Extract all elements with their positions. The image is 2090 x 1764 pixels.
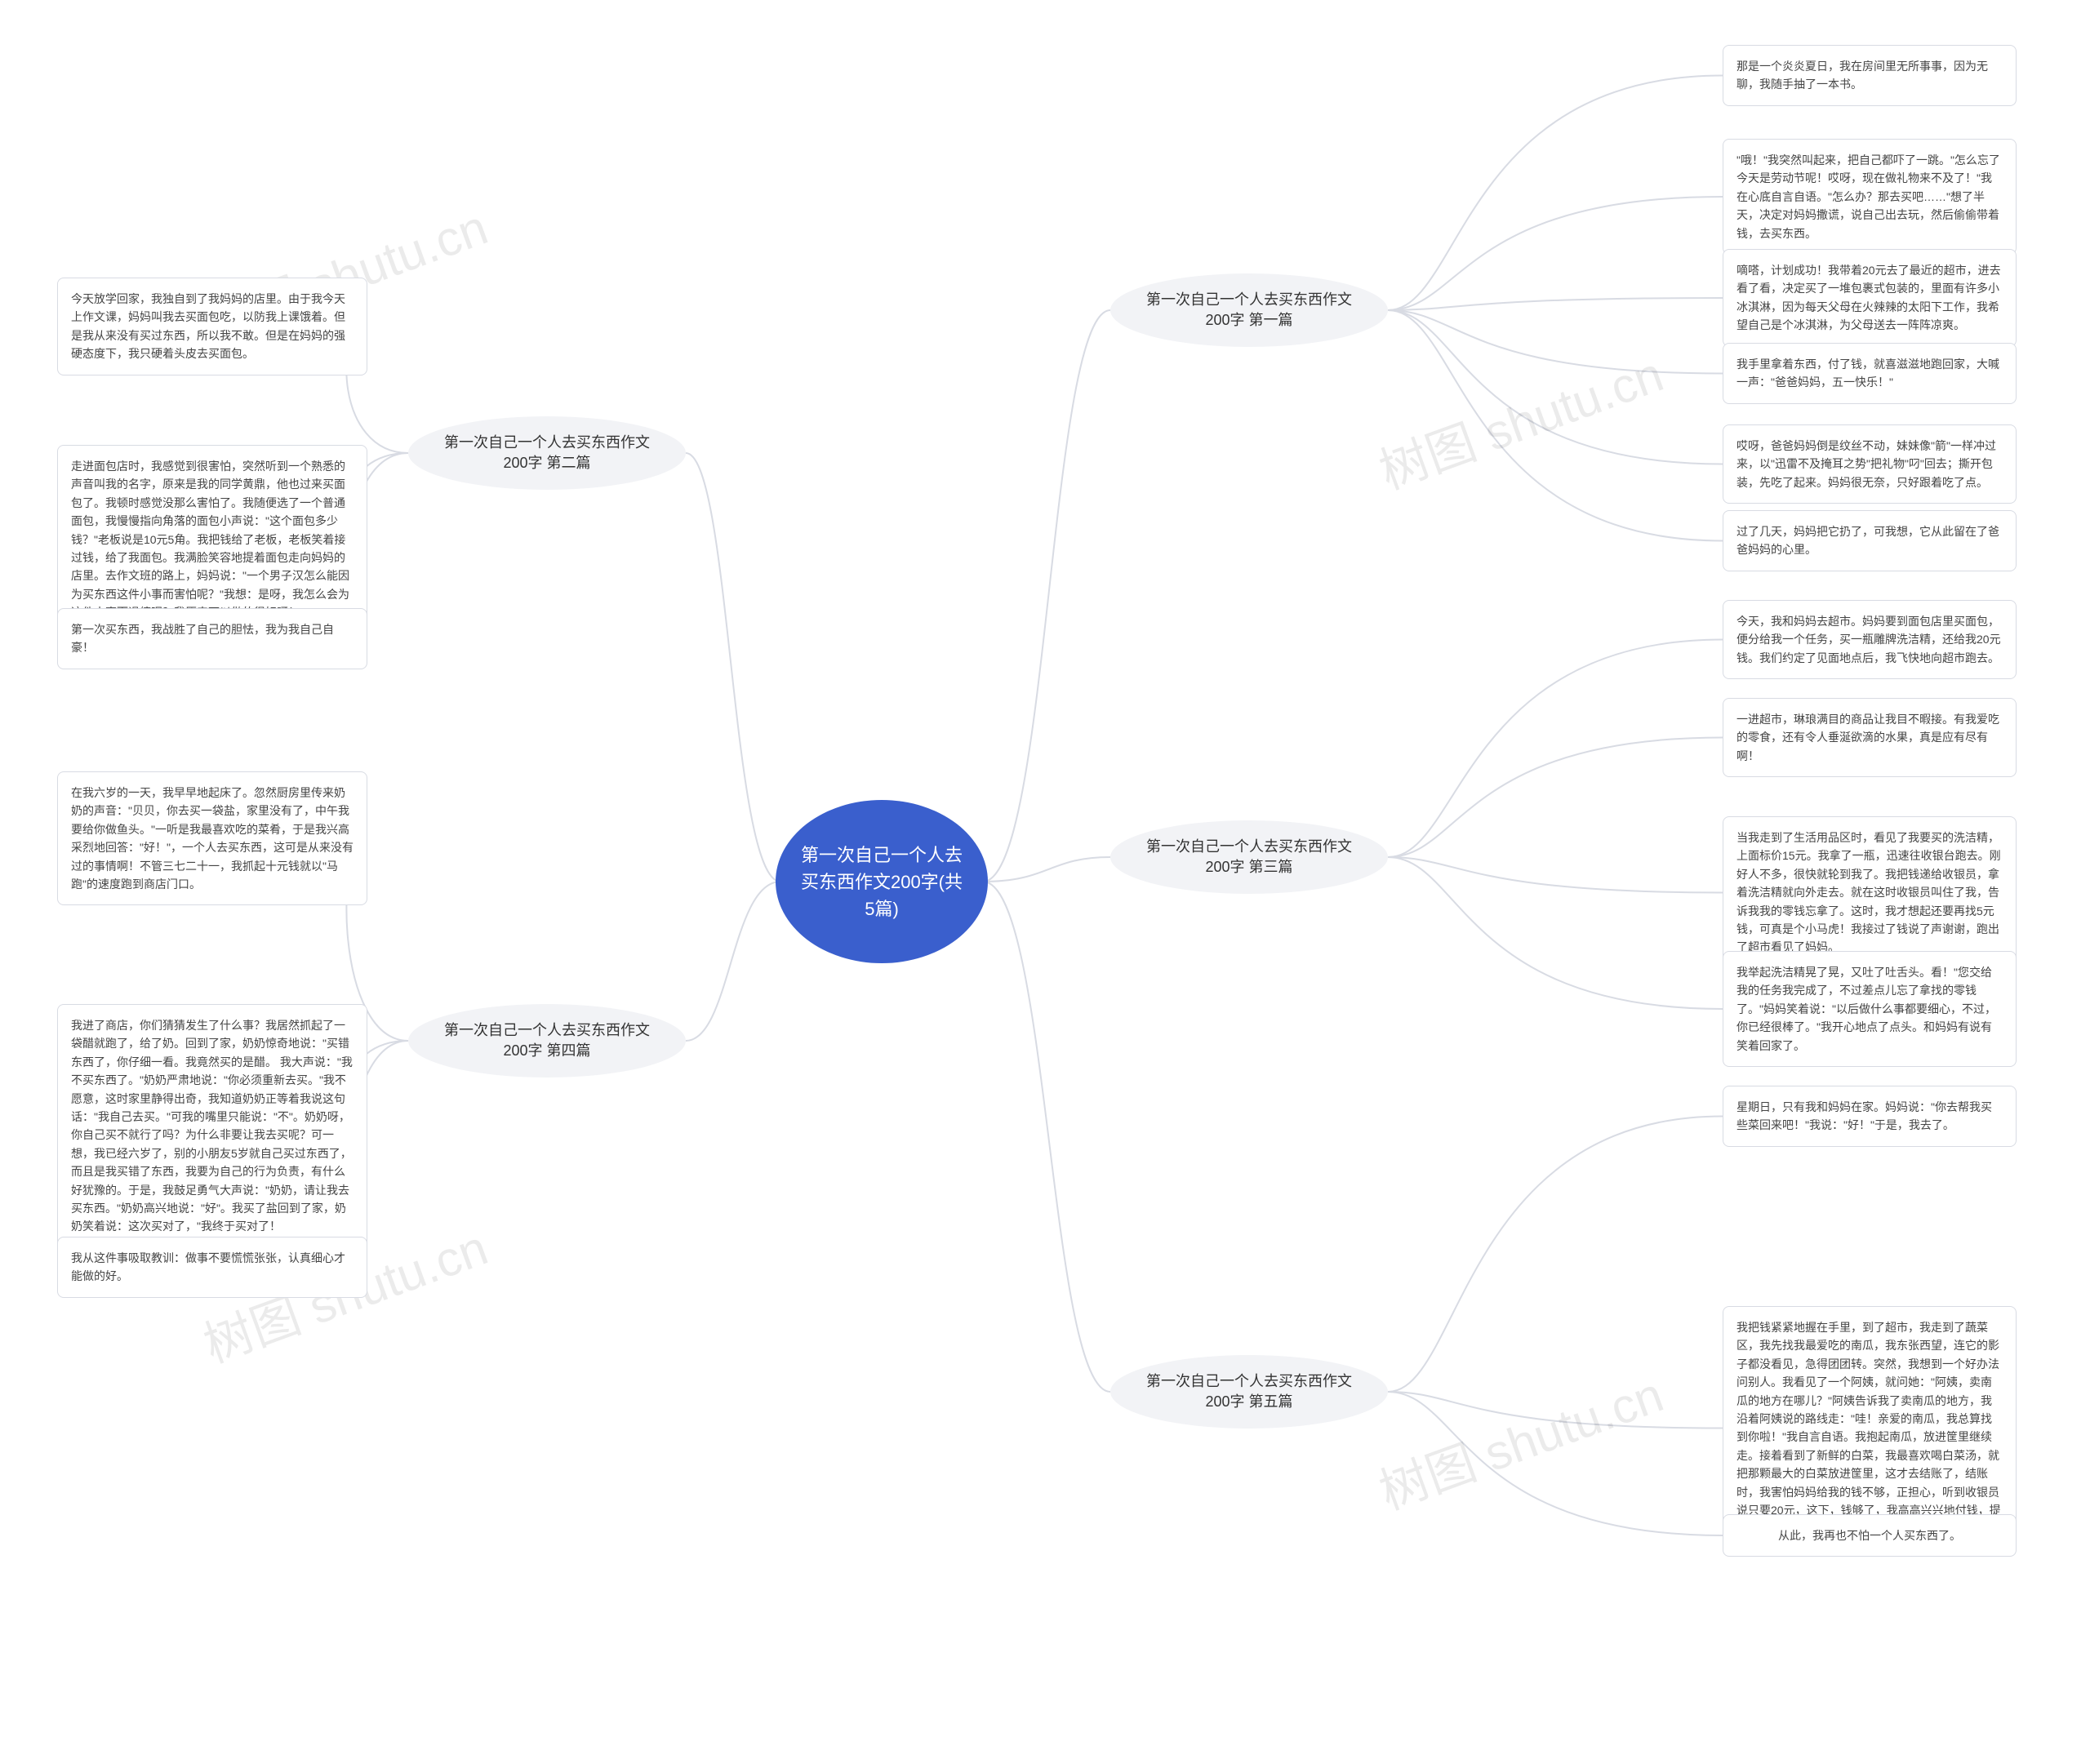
- center-node: 第一次自己一个人去买东西作文200字(共5篇): [776, 800, 988, 963]
- leaf-r-0-0: 那是一个炎炎夏日，我在房间里无所事事，因为无聊，我随手抽了一本书。: [1723, 45, 2017, 106]
- watermark-3: 树图 shutu.cn: [1368, 1355, 1671, 1523]
- leaf-l-1-0: 在我六岁的一天，我早早地起床了。忽然厨房里传来奶奶的声音："贝贝，你去买一袋盐，…: [57, 771, 367, 905]
- leaf-r-0-4: 哎呀，爸爸妈妈倒是纹丝不动，妹妹像"箭"一样冲过来，以"迅雷不及掩耳之势"把礼物…: [1723, 424, 2017, 504]
- branch-right-1: 第一次自己一个人去买东西作文200字 第三篇: [1110, 820, 1388, 894]
- watermark-1: 树图 shutu.cn: [1368, 335, 1671, 503]
- branch-right-0: 第一次自己一个人去买东西作文200字 第一篇: [1110, 273, 1388, 347]
- leaf-r-0-5: 过了几天，妈妈把它扔了，可我想，它从此留在了爸爸妈妈的心里。: [1723, 510, 2017, 571]
- leaf-r-1-2: 当我走到了生活用品区时，看见了我要买的洗洁精，上面标价15元。我拿了一瓶，迅速往…: [1723, 816, 2017, 969]
- leaf-l-0-2: 第一次买东西，我战胜了自己的胆怯，我为我自己自豪！: [57, 608, 367, 669]
- leaf-r-0-3: 我手里拿着东西，付了钱，就喜滋滋地跑回家，大喊一声："爸爸妈妈，五一快乐！": [1723, 343, 2017, 404]
- leaf-r-1-0: 今天，我和妈妈去超市。妈妈要到面包店里买面包，便分给我一个任务，买一瓶雕牌洗洁精…: [1723, 600, 2017, 679]
- leaf-r-2-1: 我把钱紧紧地握在手里，到了超市，我走到了蔬菜区，我先找我最爱吃的南瓜，我东张西望…: [1723, 1306, 2017, 1550]
- leaf-r-2-0: 星期日，只有我和妈妈在家。妈妈说："你去帮我买些菜回来吧！"我说："好！"于是，…: [1723, 1086, 2017, 1147]
- branch-right-2: 第一次自己一个人去买东西作文200字 第五篇: [1110, 1355, 1388, 1429]
- branch-left-0: 第一次自己一个人去买东西作文200字 第二篇: [408, 416, 686, 490]
- leaf-r-2-2: 从此，我再也不怕一个人买东西了。: [1723, 1514, 2017, 1557]
- leaf-l-0-0: 今天放学回家，我独自到了我妈妈的店里。由于我今天上作文课，妈妈叫我去买面包吃，以…: [57, 278, 367, 375]
- leaf-l-1-1: 我进了商店，你们猜猜发生了什么事？我居然抓起了一袋醋就跑了，给了奶。回到了家，奶…: [57, 1004, 367, 1248]
- leaf-l-0-1: 走进面包店时，我感觉到很害怕，突然听到一个熟悉的声音叫我的名字，原来是我的同学黄…: [57, 445, 367, 634]
- leaf-l-1-2: 我从这件事吸取教训：做事不要慌慌张张，认真细心才能做的好。: [57, 1237, 367, 1298]
- leaf-r-0-1: "哦！"我突然叫起来，把自己都吓了一跳。"怎么忘了今天是劳动节呢！哎呀，现在做礼…: [1723, 139, 2017, 255]
- leaf-r-1-1: 一进超市，琳琅满目的商品让我目不暇接。有我爱吃的零食，还有令人垂涎欲滴的水果，真…: [1723, 698, 2017, 777]
- branch-left-1: 第一次自己一个人去买东西作文200字 第四篇: [408, 1004, 686, 1078]
- leaf-r-0-2: 嘀嗒，计划成功！我带着20元去了最近的超市，进去看了看，决定买了一堆包裹式包装的…: [1723, 249, 2017, 347]
- leaf-r-1-3: 我举起洗洁精晃了晃，又吐了吐舌头。看！"您交给我的任务我完成了，不过差点儿忘了拿…: [1723, 951, 2017, 1067]
